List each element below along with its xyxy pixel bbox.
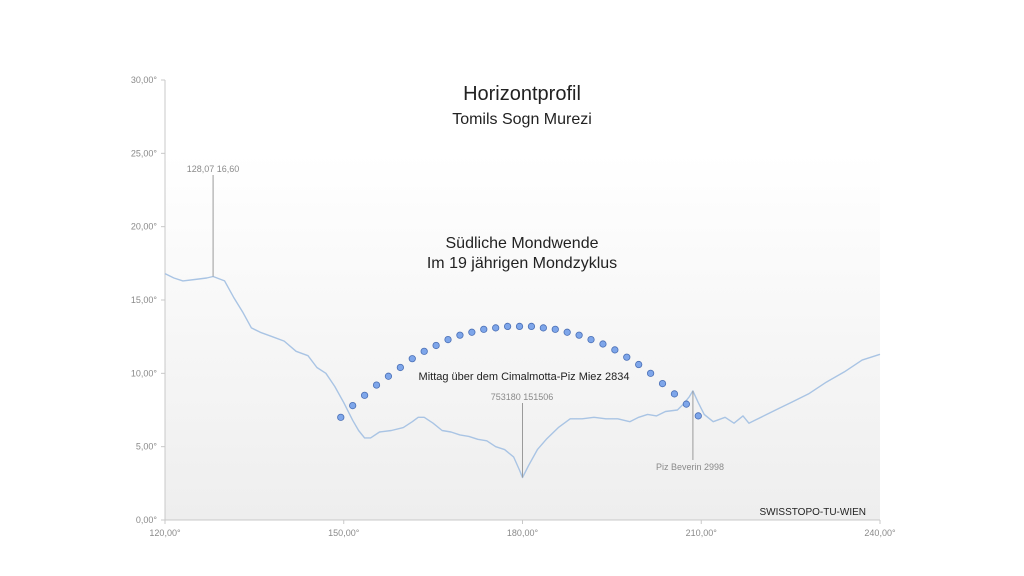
y-axis: 0,00° 5,00° 10,00° 15,00° 20,00° 25,00° 30,00° (131, 75, 166, 525)
moon-path-point (492, 324, 500, 332)
moon-path-point (480, 325, 488, 333)
moon-path-point (432, 341, 440, 350)
horizon-profile-line (164, 272, 881, 479)
moon-path-point (408, 355, 416, 363)
chart-subtitle: Tomils Sogn Murezi (452, 111, 592, 128)
moon-path-point (349, 401, 357, 410)
moon-path-point (599, 340, 607, 348)
annotation-piz-beverin: Piz Beverin 2998 (656, 462, 724, 472)
y-tick-label: 20,00° (131, 222, 158, 232)
x-tick-label: 120,00° (149, 528, 181, 538)
y-tick-label: 25,00° (131, 148, 158, 158)
annotation-min-coords: 753180 151506 (491, 392, 554, 402)
moon-path-point (468, 328, 476, 336)
moon-path-point (539, 324, 547, 332)
x-tick-label: 240,00° (864, 528, 896, 538)
annotation-peak-coords: 128,07 16,60 (187, 164, 240, 174)
x-tick-label: 210,00° (686, 528, 718, 538)
moon-path-point (694, 412, 702, 420)
y-tick-label: 0,00° (136, 515, 158, 525)
annotation-moon-cycle: Im 19 jährigen Mondzyklus (427, 255, 617, 272)
moon-path-point (337, 413, 345, 421)
moon-path-point (563, 328, 571, 336)
annotation-noon: Mittag über dem Cimalmotta-Piz Miez 2834 (419, 371, 630, 383)
moon-path-point (682, 400, 690, 408)
moon-path-point (444, 335, 452, 344)
series-layer (164, 272, 881, 479)
moon-path-point (515, 322, 524, 330)
y-tick-label: 5,00° (136, 442, 158, 452)
moon-path-point (527, 322, 536, 330)
y-tick-label: 30,00° (131, 75, 158, 85)
moon-path-point (623, 353, 631, 361)
source-credit: SWISSTOPO-TU-WIEN (760, 507, 866, 518)
moon-path-point (420, 347, 428, 355)
y-tick-label: 15,00° (131, 295, 158, 305)
annotation-moon-title: Südliche Mondwende (446, 235, 599, 252)
moon-path-point (384, 372, 393, 380)
moon-path-point (396, 363, 404, 372)
moon-path-point (372, 381, 381, 389)
chart-title: Horizontprofil (463, 83, 581, 105)
x-axis: 120,00° 150,00° 180,00° 210,00° 240,00° (149, 519, 896, 538)
moon-path-point (611, 346, 619, 354)
moon-path-point (658, 379, 667, 388)
moon-path-point (504, 322, 512, 330)
annotation-leaders (212, 175, 694, 478)
moon-path-point (647, 369, 655, 377)
moon-path-point (361, 391, 369, 399)
x-tick-label: 150,00° (328, 528, 360, 538)
y-tick-label: 10,00° (131, 368, 158, 378)
moon-path-point (670, 390, 679, 398)
moon-path-point (635, 360, 643, 369)
moon-path-point (587, 335, 595, 344)
moon-path-point (456, 331, 464, 339)
moon-path-point (575, 331, 583, 339)
moon-path-point (551, 325, 559, 333)
x-tick-label: 180,00° (507, 528, 539, 538)
